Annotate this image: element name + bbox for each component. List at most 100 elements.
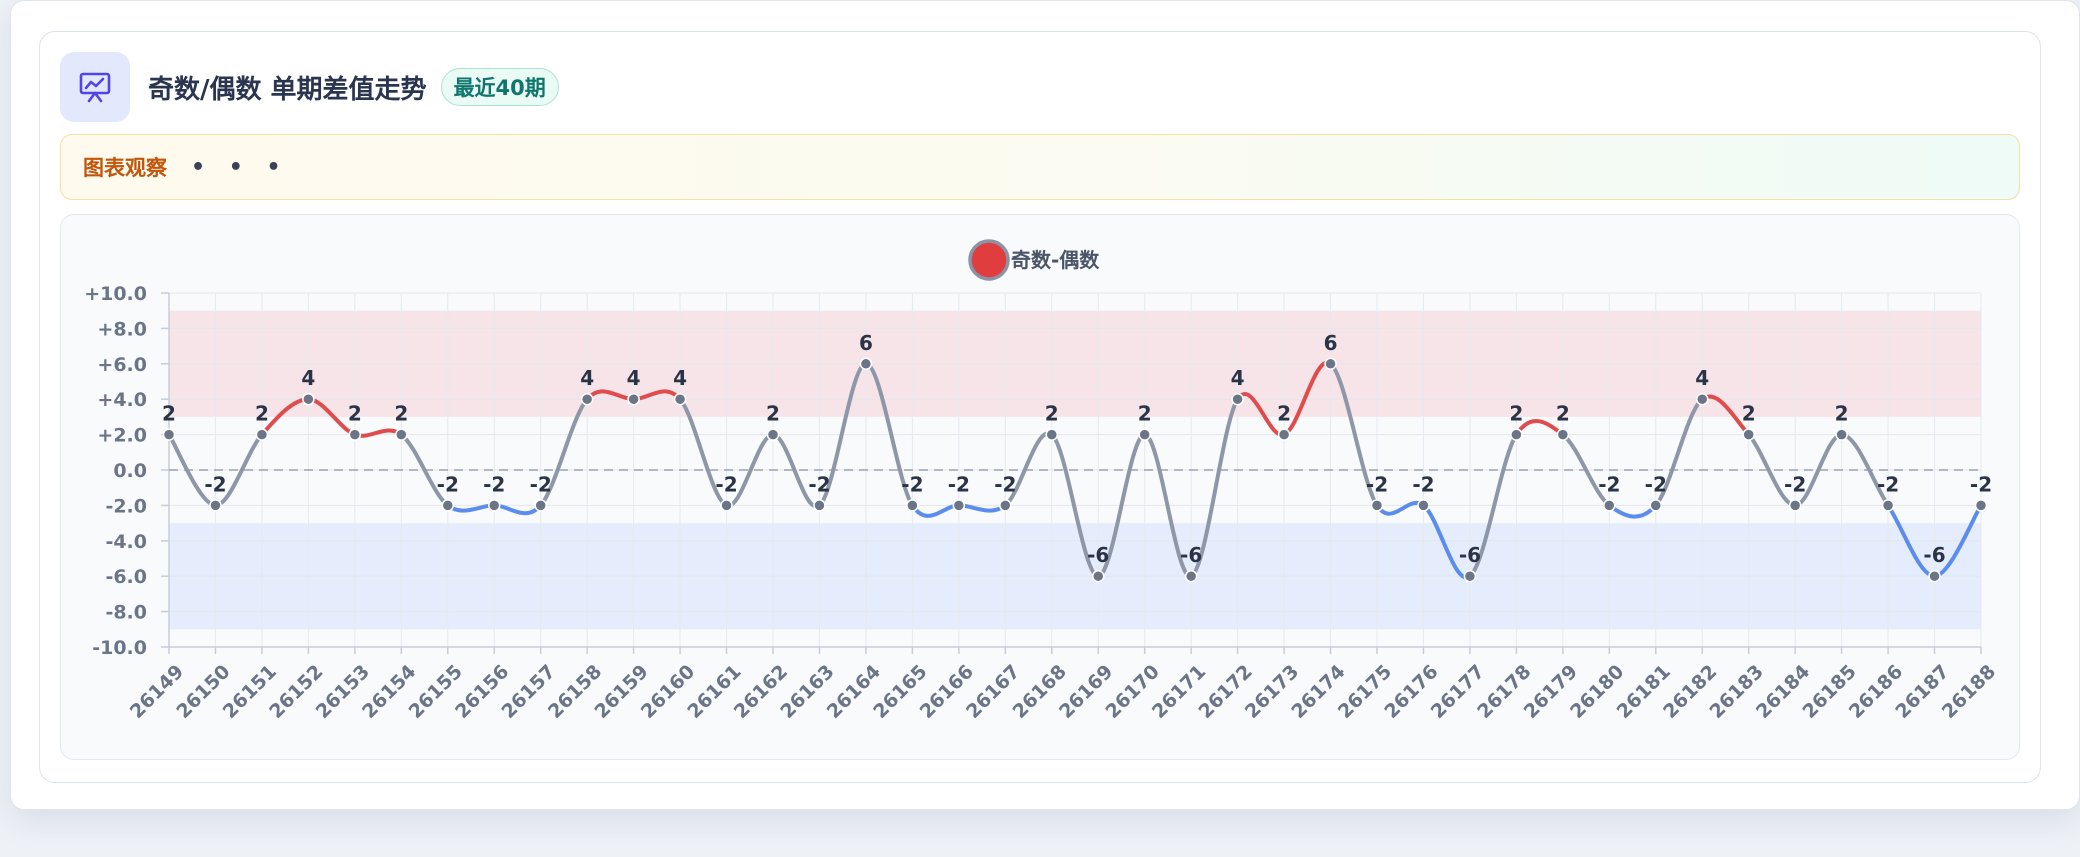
card-header: 奇数/偶数 单期差值走势 最近40期 xyxy=(60,52,559,122)
data-label: 2 xyxy=(1277,402,1291,426)
data-label: -6 xyxy=(1459,543,1481,567)
data-label: 4 xyxy=(673,366,687,390)
chart-observation-panel[interactable]: 图表观察 • • • xyxy=(60,134,2020,200)
data-label: -2 xyxy=(530,472,552,496)
data-label: 2 xyxy=(162,402,176,426)
y-tick-label: -10.0 xyxy=(92,637,147,659)
series-line-segment xyxy=(1467,432,1519,579)
data-label: -2 xyxy=(901,472,923,496)
y-tick-label: +8.0 xyxy=(97,318,147,340)
data-label: -2 xyxy=(1877,472,1899,496)
data-label: -2 xyxy=(808,472,830,496)
series-line-segment xyxy=(1189,397,1240,579)
data-label: -2 xyxy=(1412,472,1434,496)
series-line-segment xyxy=(1096,432,1147,579)
data-label: -2 xyxy=(948,472,970,496)
series-line-segment xyxy=(956,503,1008,513)
page-title: 奇数/偶数 单期差值走势 xyxy=(148,74,427,105)
data-label: 4 xyxy=(1695,366,1709,390)
data-point xyxy=(1928,569,1941,583)
data-point xyxy=(348,428,362,441)
data-label: -2 xyxy=(1784,472,1806,496)
y-tick-label: +4.0 xyxy=(97,389,147,411)
data-label: 2 xyxy=(255,402,269,426)
y-tick-label: +2.0 xyxy=(97,425,147,447)
data-point xyxy=(766,428,780,441)
data-point xyxy=(1742,428,1755,441)
data-point xyxy=(1045,428,1059,441)
data-point xyxy=(1649,499,1663,512)
data-point xyxy=(1510,428,1523,441)
data-label: 2 xyxy=(1556,402,1570,426)
data-point xyxy=(395,428,408,441)
series-line-segment xyxy=(863,361,915,508)
data-label: 2 xyxy=(766,402,780,426)
data-point xyxy=(162,428,176,441)
data-point xyxy=(1881,499,1895,512)
data-label: -2 xyxy=(715,472,737,496)
data-point xyxy=(302,392,315,406)
data-label: 6 xyxy=(859,331,873,355)
data-point xyxy=(580,392,594,406)
data-point xyxy=(255,428,269,441)
data-point xyxy=(720,499,733,512)
data-label: -2 xyxy=(1598,472,1620,496)
data-label: 2 xyxy=(1509,402,1523,426)
data-point xyxy=(1231,392,1244,406)
data-label: 2 xyxy=(394,402,408,426)
data-point xyxy=(813,499,826,512)
data-label: 4 xyxy=(1231,366,1245,390)
data-label: -6 xyxy=(1180,543,1202,567)
data-point xyxy=(1695,392,1709,406)
data-point xyxy=(534,499,547,512)
data-point xyxy=(1835,428,1848,441)
data-label: -6 xyxy=(1087,543,1109,567)
data-point xyxy=(209,499,222,512)
series-line-segment xyxy=(1653,397,1705,508)
data-label: 2 xyxy=(348,402,362,426)
series-line-segment xyxy=(445,503,497,513)
series-line-segment xyxy=(1560,432,1612,508)
data-point xyxy=(673,392,687,406)
data-label: 2 xyxy=(1742,402,1756,426)
data-point xyxy=(1091,569,1105,583)
legend-label: 奇数-偶数 xyxy=(1011,248,1100,272)
data-point xyxy=(1417,499,1430,512)
y-tick-label: -2.0 xyxy=(105,495,147,517)
data-point xyxy=(1788,499,1802,512)
data-point xyxy=(487,499,501,512)
data-point xyxy=(441,499,455,512)
y-tick-label: +6.0 xyxy=(97,354,147,376)
data-point xyxy=(1974,499,1988,512)
series-line-segment xyxy=(399,432,450,508)
series-line-segment xyxy=(1607,503,1658,519)
period-badge: 最近40期 xyxy=(440,68,559,106)
data-point xyxy=(1138,428,1151,441)
data-point xyxy=(952,499,966,512)
data-label: 6 xyxy=(1324,331,1338,355)
data-label: 4 xyxy=(627,366,641,390)
ellipsis-icon[interactable]: • • • xyxy=(191,154,289,180)
data-label: -2 xyxy=(994,472,1016,496)
y-tick-label: -4.0 xyxy=(105,531,147,553)
data-point xyxy=(1277,428,1291,441)
data-point xyxy=(859,357,873,371)
data-point xyxy=(999,499,1012,512)
data-point xyxy=(1370,499,1384,512)
data-label: 2 xyxy=(1835,402,1849,426)
data-label: 4 xyxy=(301,366,315,390)
series-line-segment xyxy=(1375,501,1426,516)
data-point xyxy=(1556,428,1570,441)
series-line-segment xyxy=(1049,432,1101,579)
y-tick-label: 0.0 xyxy=(113,460,147,482)
data-label: -2 xyxy=(204,472,226,496)
data-label: -2 xyxy=(483,472,505,496)
series-line-segment xyxy=(492,503,543,516)
observation-label: 图表观察 xyxy=(83,156,167,180)
trend-line-chart: -10.0 -8.0 -6.0 -4.0 -2.0 0.0 +2.0 +4.0 +6.0 +8.0… xyxy=(84,239,2000,723)
data-label: -6 xyxy=(1923,543,1945,567)
chart-area: -10.0 -8.0 -6.0 -4.0 -2.0 0.0 +2.0 +4.0 +6.0 +8.0… xyxy=(60,214,2020,760)
data-point xyxy=(1184,569,1198,583)
data-label: -2 xyxy=(1970,472,1992,496)
series-line-segment xyxy=(1328,361,1379,508)
